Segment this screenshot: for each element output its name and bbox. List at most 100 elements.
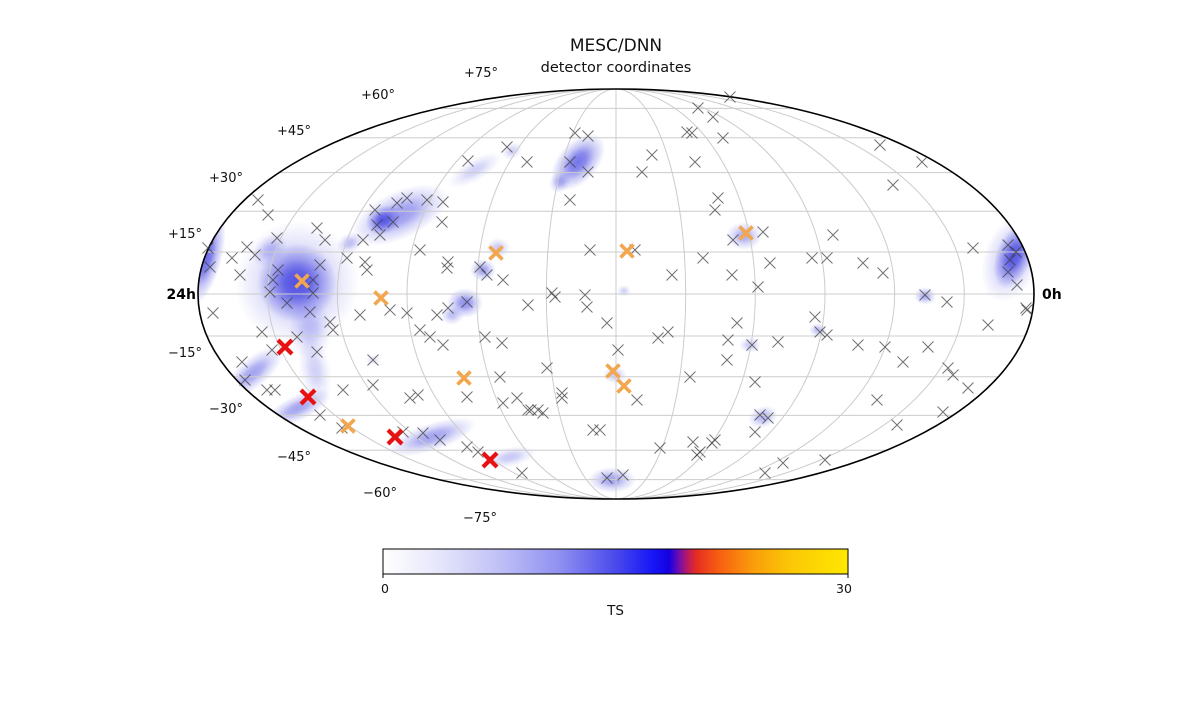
- catalog-source-marker: [749, 426, 761, 438]
- latitude-tick-label: +30°: [209, 171, 243, 186]
- catalog-source-marker: [731, 317, 743, 329]
- catalog-source-marker: [441, 262, 453, 274]
- catalog-source-marker: [314, 409, 326, 421]
- catalog-source-marker: [437, 196, 449, 208]
- warm-spot-marker: [488, 245, 504, 261]
- catalog-source-marker: [556, 387, 568, 399]
- catalog-source-marker: [726, 269, 738, 281]
- hot-spot-marker: [386, 428, 404, 446]
- catalog-source-marker: [601, 317, 613, 329]
- catalog-source-marker: [1020, 302, 1032, 314]
- catalog-source-marker: [814, 326, 826, 338]
- catalog-source-marker: [746, 339, 758, 351]
- catalog-source-marker: [942, 362, 954, 374]
- catalog-source-marker: [871, 394, 883, 406]
- catalog-source-marker: [311, 222, 323, 234]
- catalog-source-marker: [759, 467, 771, 479]
- catalog-source-marker: [431, 309, 443, 321]
- catalog-source-marker: [412, 389, 424, 401]
- catalog-source-marker: [852, 339, 864, 351]
- catalog-source-marker: [442, 302, 454, 314]
- catalog-source-marker: [922, 341, 934, 353]
- hotspot-blob: [440, 305, 464, 325]
- catalog-source-marker: [549, 291, 561, 303]
- catalog-source-marker: [601, 472, 613, 484]
- colorbar-min-label: 0: [381, 581, 389, 596]
- catalog-source-marker: [809, 311, 821, 323]
- catalog-source-marker: [579, 289, 591, 301]
- catalog-source-marker: [304, 306, 316, 318]
- catalog-source-marker: [684, 371, 696, 383]
- catalog-source-marker: [941, 296, 953, 308]
- catalog-source-marker: [307, 287, 319, 299]
- catalog-source-marker: [689, 156, 701, 168]
- hotspot-blob: [298, 336, 332, 404]
- catalog-source-marker: [947, 369, 959, 381]
- catalog-source-marker: [516, 467, 528, 479]
- catalog-source-marker: [307, 274, 319, 286]
- catalog-source-marker: [967, 242, 979, 254]
- catalog-source-marker: [397, 426, 409, 438]
- catalog-source-marker: [525, 404, 537, 416]
- catalog-source-marker: [752, 281, 764, 293]
- catalog-source-marker: [252, 194, 264, 206]
- catalog-source-marker: [461, 391, 473, 403]
- map-outline: [197, 88, 1035, 500]
- latitude-tick-label: +75°: [464, 66, 498, 81]
- catalog-source-marker: [374, 229, 386, 241]
- hot-spot-marker: [299, 388, 317, 406]
- colorbar: 0 30 TS: [381, 548, 852, 619]
- catalog-source-marker: [749, 376, 761, 388]
- catalog-source-marker: [384, 304, 396, 316]
- catalog-source-marker: [479, 331, 491, 343]
- catalog-source-marker: [267, 274, 279, 286]
- catalog-source-marker: [262, 209, 274, 221]
- catalog-source-marker: [1011, 279, 1023, 291]
- hot-spot-marker: [276, 338, 294, 356]
- latitude-tick-label: +60°: [361, 88, 395, 103]
- latitude-tick-label: +45°: [277, 124, 311, 139]
- catalog-source-marker: [897, 356, 909, 368]
- catalog-source-marker: [709, 204, 721, 216]
- catalog-source-marker: [584, 244, 596, 256]
- catalog-source-marker: [772, 336, 784, 348]
- catalog-source-marker: [777, 457, 789, 469]
- catalog-source-marker: [681, 126, 693, 138]
- warm-spot-marker: [340, 418, 356, 434]
- catalog-source-marker: [582, 130, 594, 142]
- catalog-source-marker: [361, 264, 373, 276]
- catalog-source-marker: [239, 374, 251, 386]
- catalog-source-marker: [982, 319, 994, 331]
- catalog-source-marker: [857, 257, 869, 269]
- catalog-source-marker: [874, 139, 886, 151]
- catalog-source-marker: [697, 252, 709, 264]
- catalog-source-marker: [707, 111, 719, 123]
- warm-spot-marker: [605, 363, 621, 379]
- catalog-source-marker: [757, 226, 769, 238]
- catalog-source-marker: [401, 307, 413, 319]
- catalog-source-marker: [291, 331, 303, 343]
- catalog-source-marker: [341, 252, 353, 264]
- catalog-source-marker: [324, 316, 336, 328]
- hotspot-blob: [388, 417, 476, 457]
- graticule-layer: [198, 88, 1034, 500]
- latitude-tick-label: −30°: [209, 402, 243, 417]
- catalog-source-marker: [717, 132, 729, 144]
- catalog-source-marker: [1002, 239, 1014, 251]
- catalog-source-marker: [754, 409, 766, 421]
- catalog-source-marker: [564, 194, 576, 206]
- catalog-source-marker: [462, 155, 474, 167]
- figure-title: MESC/DNN: [569, 36, 663, 56]
- catalog-source-marker: [272, 264, 284, 276]
- catalog-source-marker: [612, 344, 624, 356]
- catalog-source-marker: [474, 261, 486, 273]
- hotspot-blob: [336, 232, 364, 254]
- hotspot-blob: [448, 152, 502, 188]
- latitude-tick-label: −15°: [168, 346, 202, 361]
- catalog-source-marker: [727, 234, 739, 246]
- catalog-source-marker: [569, 127, 581, 139]
- catalog-source-marker: [1021, 304, 1033, 316]
- catalog-source-marker: [494, 371, 506, 383]
